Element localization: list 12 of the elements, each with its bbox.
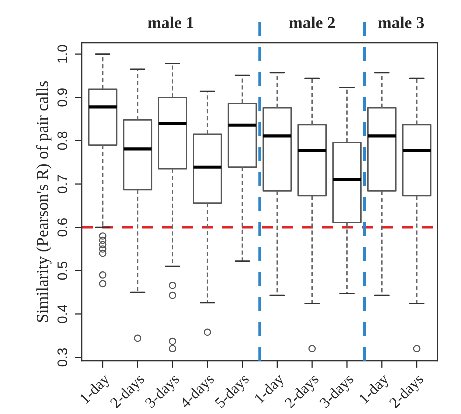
text: male 2 (289, 16, 335, 29)
y-tick-label: 0.5 (58, 262, 68, 280)
text: male 1 (148, 16, 194, 29)
y-tick-label: 0.3 (58, 348, 68, 367)
y-tick-label: 0.9 (58, 88, 68, 107)
text: male 3 (378, 16, 424, 29)
y-tick-label: 1.0 (58, 45, 68, 63)
y-tick-label: 0.4 (58, 304, 68, 324)
y-tick-label: 0.8 (58, 132, 68, 150)
y-axis-title: Similarity (Pearson's R) of pair calls (36, 81, 52, 322)
y-tick-label: 0.7 (58, 175, 68, 194)
y-tick-label: 0.6 (58, 218, 68, 237)
